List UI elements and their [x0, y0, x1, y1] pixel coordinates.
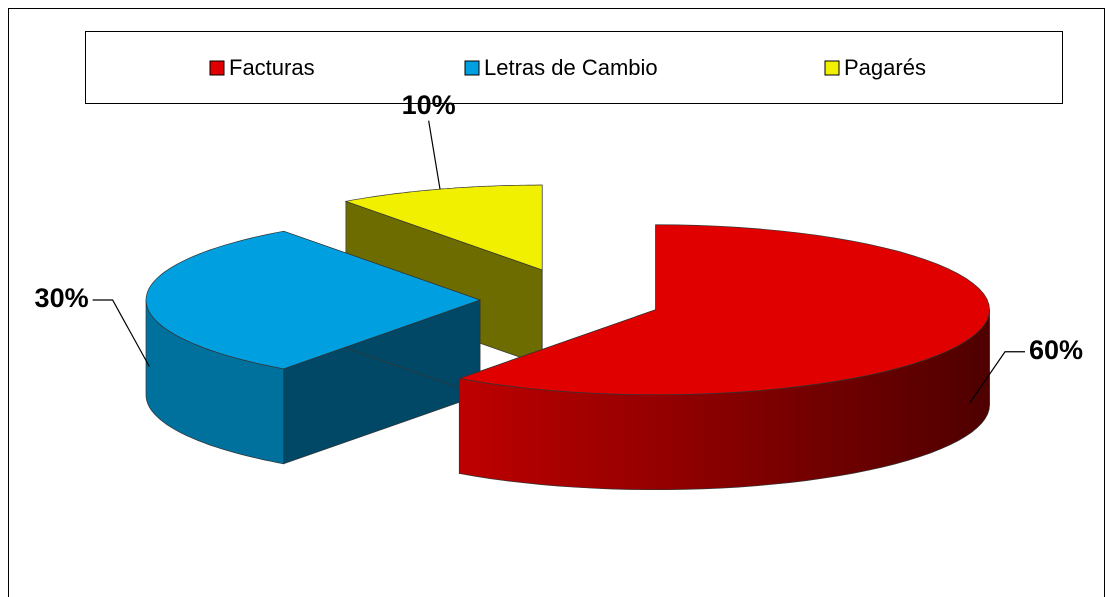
leader-line: [92, 299, 150, 367]
slice-top: [344, 184, 543, 271]
legend-swatch: [824, 60, 840, 76]
data-label: 30%: [35, 283, 89, 313]
legend-label: Facturas: [229, 55, 315, 80]
slice-top: [457, 224, 990, 396]
pie-slice: [457, 224, 990, 491]
legend-label: Letras de Cambio: [484, 55, 658, 80]
leader-line: [969, 351, 1026, 403]
slice-top: [145, 230, 482, 370]
leader-line: [428, 120, 441, 190]
legend-box: [85, 31, 1063, 104]
data-label: 60%: [1029, 335, 1083, 365]
pie-slice: [145, 230, 482, 465]
legend-swatch: [209, 60, 225, 76]
legend-label: Pagarés: [844, 55, 926, 80]
pie-slice: [344, 184, 543, 366]
data-label: 10%: [402, 90, 456, 120]
legend-swatch: [464, 60, 480, 76]
